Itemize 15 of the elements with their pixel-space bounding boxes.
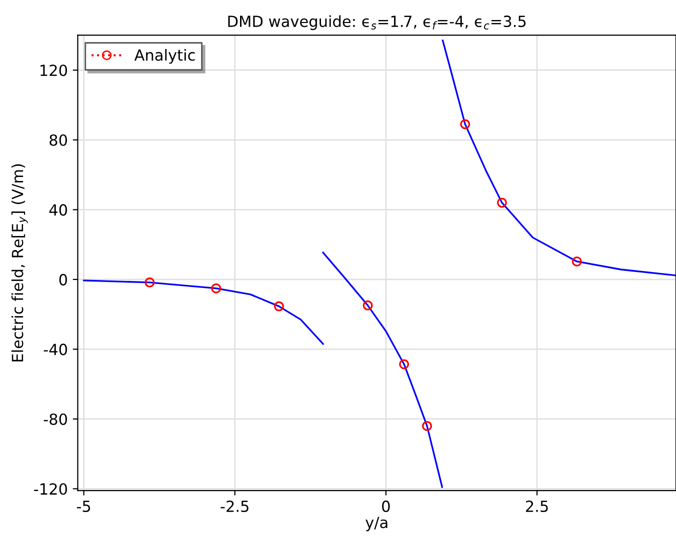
y-tick-label: -40 [44,344,68,356]
x-tick-label: 0 [382,500,390,512]
x-tick-label: -2.5 [220,500,248,512]
y-tick-label: 80 [50,134,68,146]
y-tick-label: -80 [44,413,68,426]
y-tick-label: -120 [34,483,68,495]
chart-title: DMD waveguide: ϵ$_{s}$=1.7, ϵ$_{f}$=-4, ϵ$_{c}$=3.5 [228,15,526,30]
legend-label: Analytic [134,48,195,64]
y-tick-label: 120 [40,64,68,76]
x-axis-title: y/a [366,516,388,532]
y-axis-title: Electric field, Re[E$_{y}$] (V/m) [11,164,28,362]
x-tick-label: -5 [76,500,90,512]
y-tick-label: 0 [59,274,68,286]
x-tick-label: 2.5 [526,500,548,512]
y-tick-label: 40 [49,204,68,216]
